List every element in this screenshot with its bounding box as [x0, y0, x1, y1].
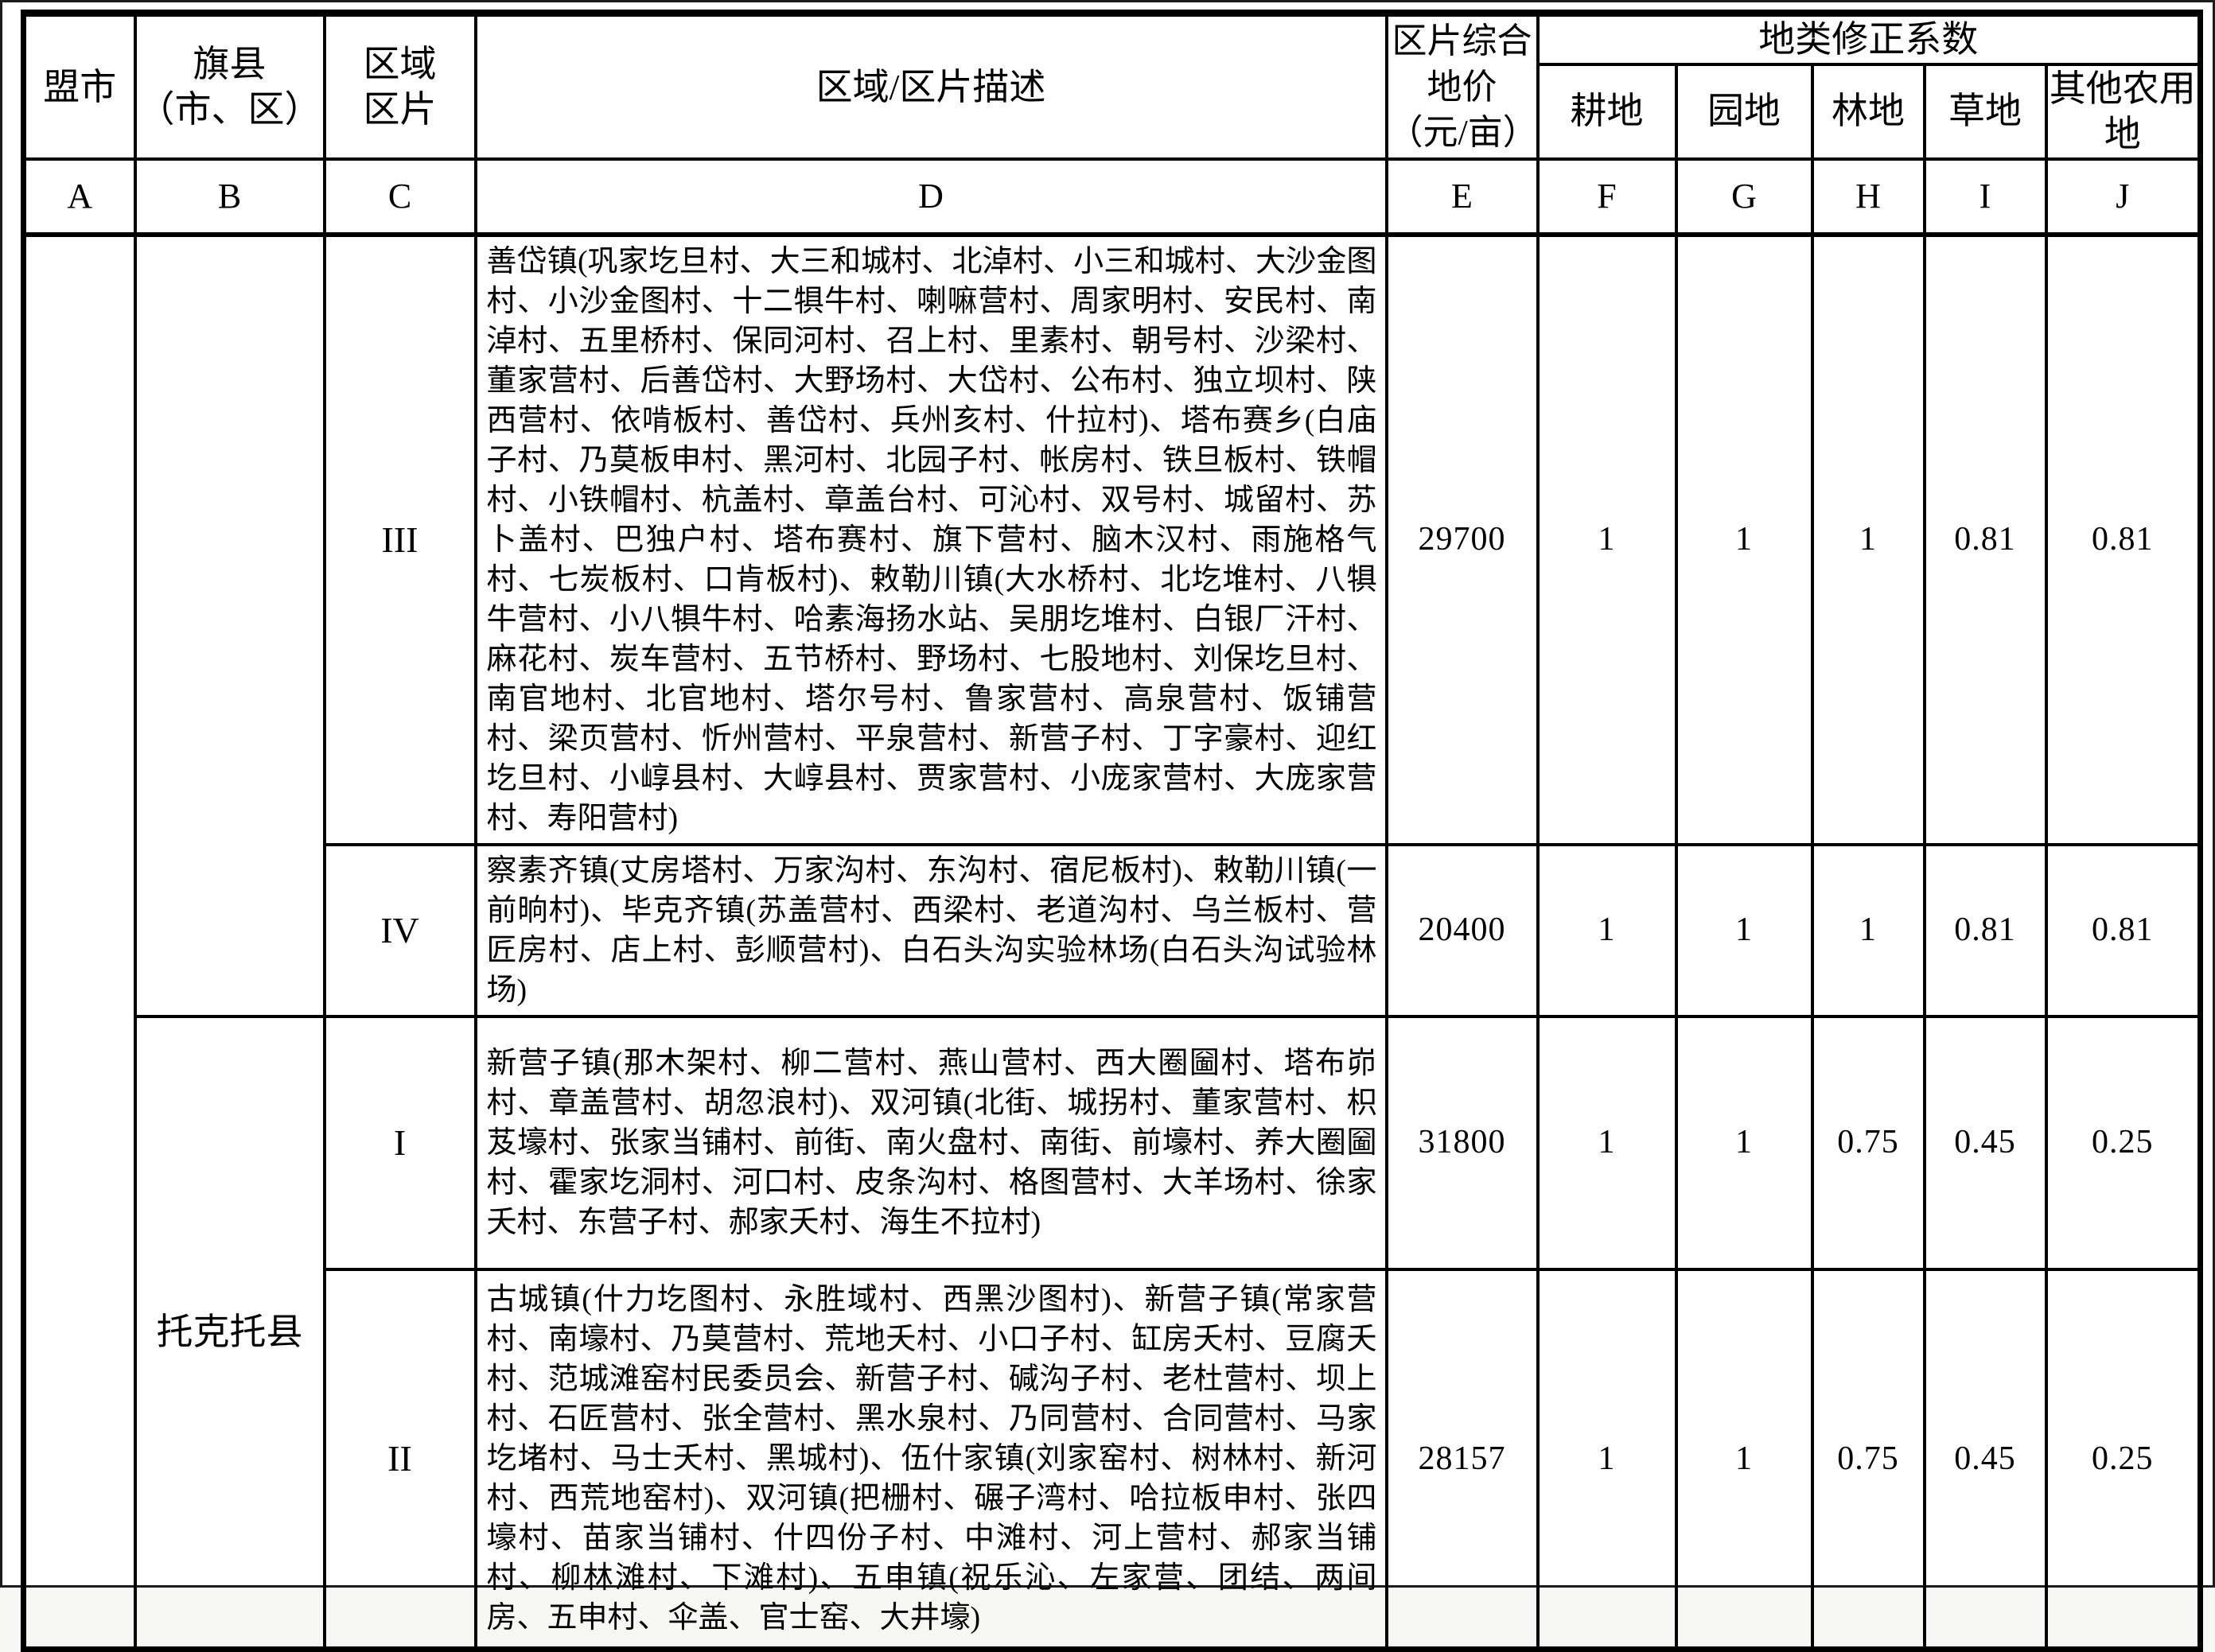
cell-zone: III [322, 232, 477, 846]
cell-coef-garden: 1 [1674, 1014, 1814, 1271]
cell-county-blank [133, 232, 326, 1018]
cell-county-tuoketuo: 托克托县 [133, 1014, 326, 1651]
letter-cell-h: H [1810, 157, 1926, 237]
cell-coef-grassland: 0.81 [1922, 842, 2048, 1018]
cell-description: 古城镇(什力圪图村、永胜域村、西黑沙图村)、新营子镇(常家营村、南壕村、乃莫营村… [473, 1267, 1388, 1651]
cell-coef-grassland: 0.81 [1922, 232, 2048, 846]
cell-coef-garden: 1 [1674, 232, 1814, 846]
header-cell-farmland: 耕地 [1536, 62, 1678, 161]
header-cell-zone: 区域 区片 [322, 11, 477, 161]
cell-coef-farmland: 1 [1536, 1267, 1678, 1651]
header-cell-other-agri: 其他农用地 [2044, 62, 2202, 161]
cell-coef-forest: 0.75 [1810, 1267, 1926, 1651]
land-price-table: 盟市 旗县 （市、区） 区域 区片 区域/区片描述 区片综合 地价 （元/亩） … [21, 10, 2204, 1652]
cell-coef-grassland: 0.45 [1922, 1267, 2048, 1651]
table-row: II 古城镇(什力圪图村、永胜域村、西黑沙图村)、新营子镇(常家营村、南壕村、乃… [24, 1267, 2202, 1651]
cell-description: 新营子镇(那木架村、柳二营村、燕山营村、西大圈圙村、塔布峁村、章盖营村、胡忽浪村… [473, 1014, 1388, 1271]
cell-coef-grassland: 0.45 [1922, 1014, 2048, 1271]
cell-zone: II [322, 1267, 477, 1651]
letter-cell-f: F [1536, 157, 1678, 237]
cell-coef-farmland: 1 [1536, 842, 1678, 1018]
cell-zone: IV [322, 842, 477, 1018]
cell-coef-forest: 0.75 [1810, 1014, 1926, 1271]
cell-coef-garden: 1 [1674, 842, 1814, 1018]
cell-coef-other: 0.25 [2044, 1014, 2202, 1271]
cell-price: 31800 [1384, 1014, 1540, 1271]
header-row: 盟市 旗县 （市、区） 区域 区片 区域/区片描述 区片综合 地价 （元/亩） … [21, 11, 2202, 161]
cell-coef-other: 0.81 [2044, 232, 2202, 846]
column-letter-row: A B C D E F G H I J [21, 157, 2202, 237]
cell-coef-farmland: 1 [1536, 1014, 1678, 1271]
header-cell-description: 区域/区片描述 [473, 11, 1388, 161]
cell-coef-farmland: 1 [1536, 232, 1678, 846]
letter-cell-i: I [1922, 157, 2048, 237]
header-cell-garden: 园地 [1674, 62, 1814, 161]
header-cell-coefficient-group: 地类修正系数 [1536, 11, 2202, 66]
letter-cell-a: A [21, 157, 137, 237]
letter-cell-e: E [1384, 157, 1540, 237]
header-cell-grassland: 草地 [1922, 62, 2048, 161]
table-row: III 善岱镇(巩家圪旦村、大三和城村、北淖村、小三和城村、大沙金图村、小沙金图… [21, 232, 2202, 1651]
cell-zone: I [322, 1014, 477, 1271]
header-subrow: 耕地 园地 林地 草地 其他农用地 [24, 62, 2202, 161]
letter-cell-j: J [2044, 157, 2202, 237]
cell-coef-forest: 1 [1810, 232, 1926, 846]
table-row: IV 察素齐镇(丈房塔村、万家沟村、东沟村、宿尼板村)、敕勒川镇(一前晌村)、毕… [24, 842, 2202, 1018]
cell-price: 29700 [1384, 232, 1540, 846]
cell-coef-forest: 1 [1810, 842, 1926, 1018]
letter-cell-g: G [1674, 157, 1814, 237]
header-cell-forest: 林地 [1810, 62, 1926, 161]
letter-cell-c: C [322, 157, 477, 237]
cell-coef-garden: 1 [1674, 1267, 1814, 1651]
letter-cell-d: D [473, 157, 1388, 237]
cell-league-blank [21, 232, 137, 1651]
header-cell-league: 盟市 [21, 11, 137, 161]
cell-price: 28157 [1384, 1267, 1540, 1651]
table-row: 托克托县 I 新营子镇(那木架村、柳二营村、燕山营村、西大圈圙村、塔布峁村、章盖… [24, 1014, 2202, 1651]
cell-coef-other: 0.25 [2044, 1267, 2202, 1651]
header-cell-price: 区片综合 地价 （元/亩） [1384, 11, 1540, 161]
header-cell-county: 旗县 （市、区） [133, 11, 326, 161]
cell-description: 善岱镇(巩家圪旦村、大三和城村、北淖村、小三和城村、大沙金图村、小沙金图村、十二… [473, 232, 1388, 846]
cell-price: 20400 [1384, 842, 1540, 1018]
letter-cell-b: B [133, 157, 326, 237]
cell-coef-other: 0.81 [2044, 842, 2202, 1018]
cell-description: 察素齐镇(丈房塔村、万家沟村、东沟村、宿尼板村)、敕勒川镇(一前晌村)、毕克齐镇… [473, 842, 1388, 1018]
